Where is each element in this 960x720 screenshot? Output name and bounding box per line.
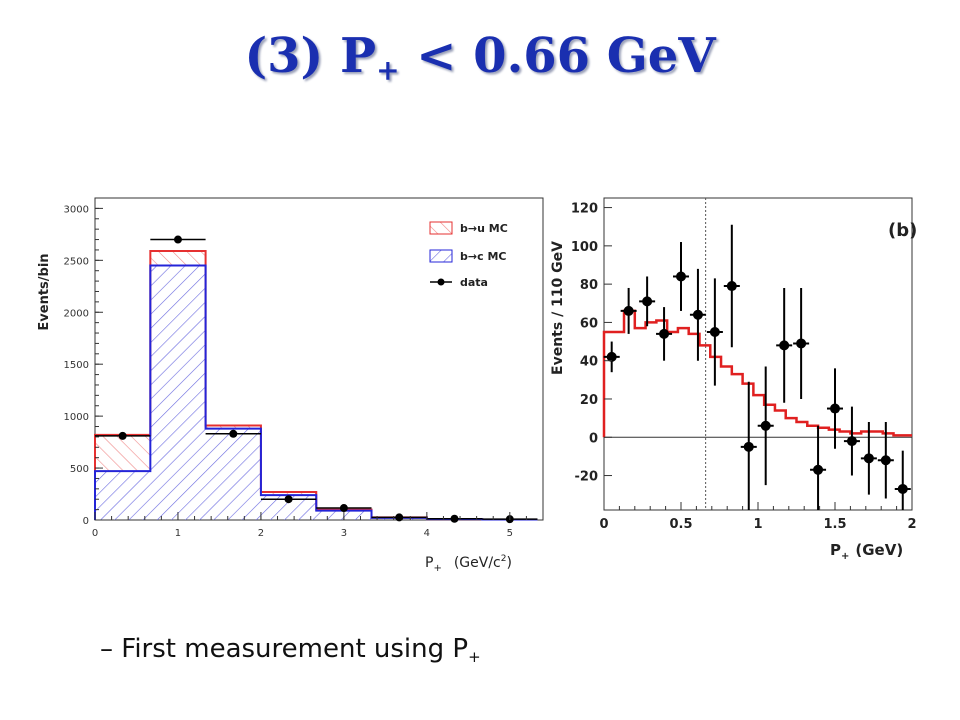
spectrum-svg: -20 0 20 40 60 80 100 120 0 0.5 1 1.5 2 Events / 110… bbox=[550, 197, 917, 562]
plot-frame-b bbox=[603, 197, 913, 511]
y-tick-label-b: 80 bbox=[580, 278, 598, 293]
x-tick-label-a: 2 bbox=[258, 528, 264, 539]
bar-bc-mc bbox=[95, 471, 151, 520]
bullet-text: First measurement using P bbox=[121, 634, 469, 664]
y-tick-label-b: 40 bbox=[580, 355, 598, 370]
title-main: (3) P bbox=[244, 28, 377, 84]
title-rest: < 0.66 GeV bbox=[399, 28, 716, 84]
y-axis-label-b: Events / 110 GeV bbox=[550, 241, 566, 375]
legend-a: b→u MC b→c MC data bbox=[429, 221, 508, 289]
y-tick-label-b: 120 bbox=[571, 202, 598, 217]
title-subscript: + bbox=[376, 54, 400, 87]
y-tick-label-a: 500 bbox=[70, 464, 89, 475]
data-point bbox=[659, 328, 670, 339]
y-tick-label-a: 1000 bbox=[64, 412, 89, 423]
data-point bbox=[284, 495, 293, 504]
bar-bc-mc bbox=[205, 428, 261, 520]
x-tick-label-a: 5 bbox=[507, 528, 513, 539]
legend-swatch-bc bbox=[429, 249, 453, 263]
data-point bbox=[779, 340, 790, 351]
data-point bbox=[709, 326, 720, 337]
x-tick-label-b: 0 bbox=[599, 517, 608, 532]
data-point bbox=[846, 436, 857, 447]
y-tick-label-b: 20 bbox=[580, 393, 598, 408]
x-axis-label-b: P+ (GeV) bbox=[830, 541, 903, 562]
data-point bbox=[760, 420, 771, 431]
legend-swatch-bu bbox=[429, 221, 453, 235]
y-tick-label-b: -20 bbox=[575, 470, 599, 485]
data-point bbox=[796, 338, 807, 349]
y-tick-label-a: 0 bbox=[83, 516, 89, 527]
histogram-svg: 0 500 1000 1500 2000 2500 3000 0 1 2 3 4 5 Events/bi… bbox=[37, 197, 544, 574]
bar-bu-mc bbox=[205, 425, 261, 429]
y-tick-label-b: 0 bbox=[589, 431, 598, 446]
x-tick-label-b: 1.5 bbox=[823, 517, 846, 532]
legend-label-bu: b→u MC bbox=[460, 222, 508, 235]
data-point bbox=[726, 281, 737, 292]
x-tick-label-b: 2 bbox=[907, 517, 916, 532]
data-point bbox=[830, 403, 840, 414]
x-tick-label-a: 4 bbox=[424, 528, 430, 539]
y-tick-label-a: 2000 bbox=[64, 308, 89, 319]
y-tick-label-b: 100 bbox=[571, 240, 598, 255]
data-point bbox=[623, 305, 634, 316]
data-point bbox=[642, 296, 653, 307]
panel-label-b: (b) bbox=[888, 220, 917, 241]
data-point bbox=[606, 351, 617, 362]
data-point bbox=[692, 309, 703, 320]
y-tick-label-a: 3000 bbox=[64, 204, 89, 215]
spectrum-chart-b: -20 0 20 40 60 80 100 120 0 0.5 1 1.5 2 Events / 110… bbox=[540, 180, 940, 580]
data-point bbox=[863, 453, 874, 464]
data-point bbox=[395, 513, 404, 522]
data-point bbox=[813, 464, 824, 475]
legend-label-bc: b→c MC bbox=[460, 250, 506, 263]
data-point bbox=[880, 455, 891, 466]
y-axis-label-a: Events/bin bbox=[37, 253, 52, 330]
data-point bbox=[897, 483, 908, 494]
data-point bbox=[229, 429, 238, 438]
y-tick-label-b: 60 bbox=[580, 316, 598, 331]
bar-bu-mc bbox=[150, 250, 206, 266]
bullet-point: – First measurement using P+ bbox=[100, 634, 481, 666]
mc-step-line bbox=[602, 309, 912, 438]
x-tick-label-b: 1 bbox=[753, 517, 762, 532]
data-point bbox=[743, 441, 754, 452]
data-point bbox=[173, 235, 182, 244]
data-point bbox=[118, 431, 127, 440]
data-point bbox=[450, 514, 459, 523]
bar-bc-mc bbox=[150, 265, 206, 520]
bullet-dash: – bbox=[100, 634, 113, 664]
x-tick-label-b: 0.5 bbox=[669, 517, 692, 532]
legend-data-marker bbox=[437, 278, 445, 286]
histogram-chart-a: 0 500 1000 1500 2000 2500 3000 0 1 2 3 4 5 Events/bi… bbox=[30, 180, 550, 580]
x-tick-label-a: 0 bbox=[92, 528, 98, 539]
y-tick-label-a: 1500 bbox=[64, 360, 89, 371]
x-axis-label-a: P+ (GeV/c2) bbox=[425, 554, 512, 574]
bar-bu-mc bbox=[95, 434, 151, 472]
legend-label-data: data bbox=[460, 276, 488, 289]
bullet-subscript: + bbox=[468, 648, 481, 666]
x-tick-label-a: 1 bbox=[175, 528, 181, 539]
data-point bbox=[676, 271, 686, 282]
y-tick-label-a: 2500 bbox=[64, 256, 89, 267]
bar-bu-mc bbox=[260, 491, 317, 496]
x-tick-label-a: 3 bbox=[341, 528, 347, 539]
data-point bbox=[339, 504, 348, 513]
slide-title: (3) P+ < 0.66 GeV bbox=[0, 28, 960, 87]
